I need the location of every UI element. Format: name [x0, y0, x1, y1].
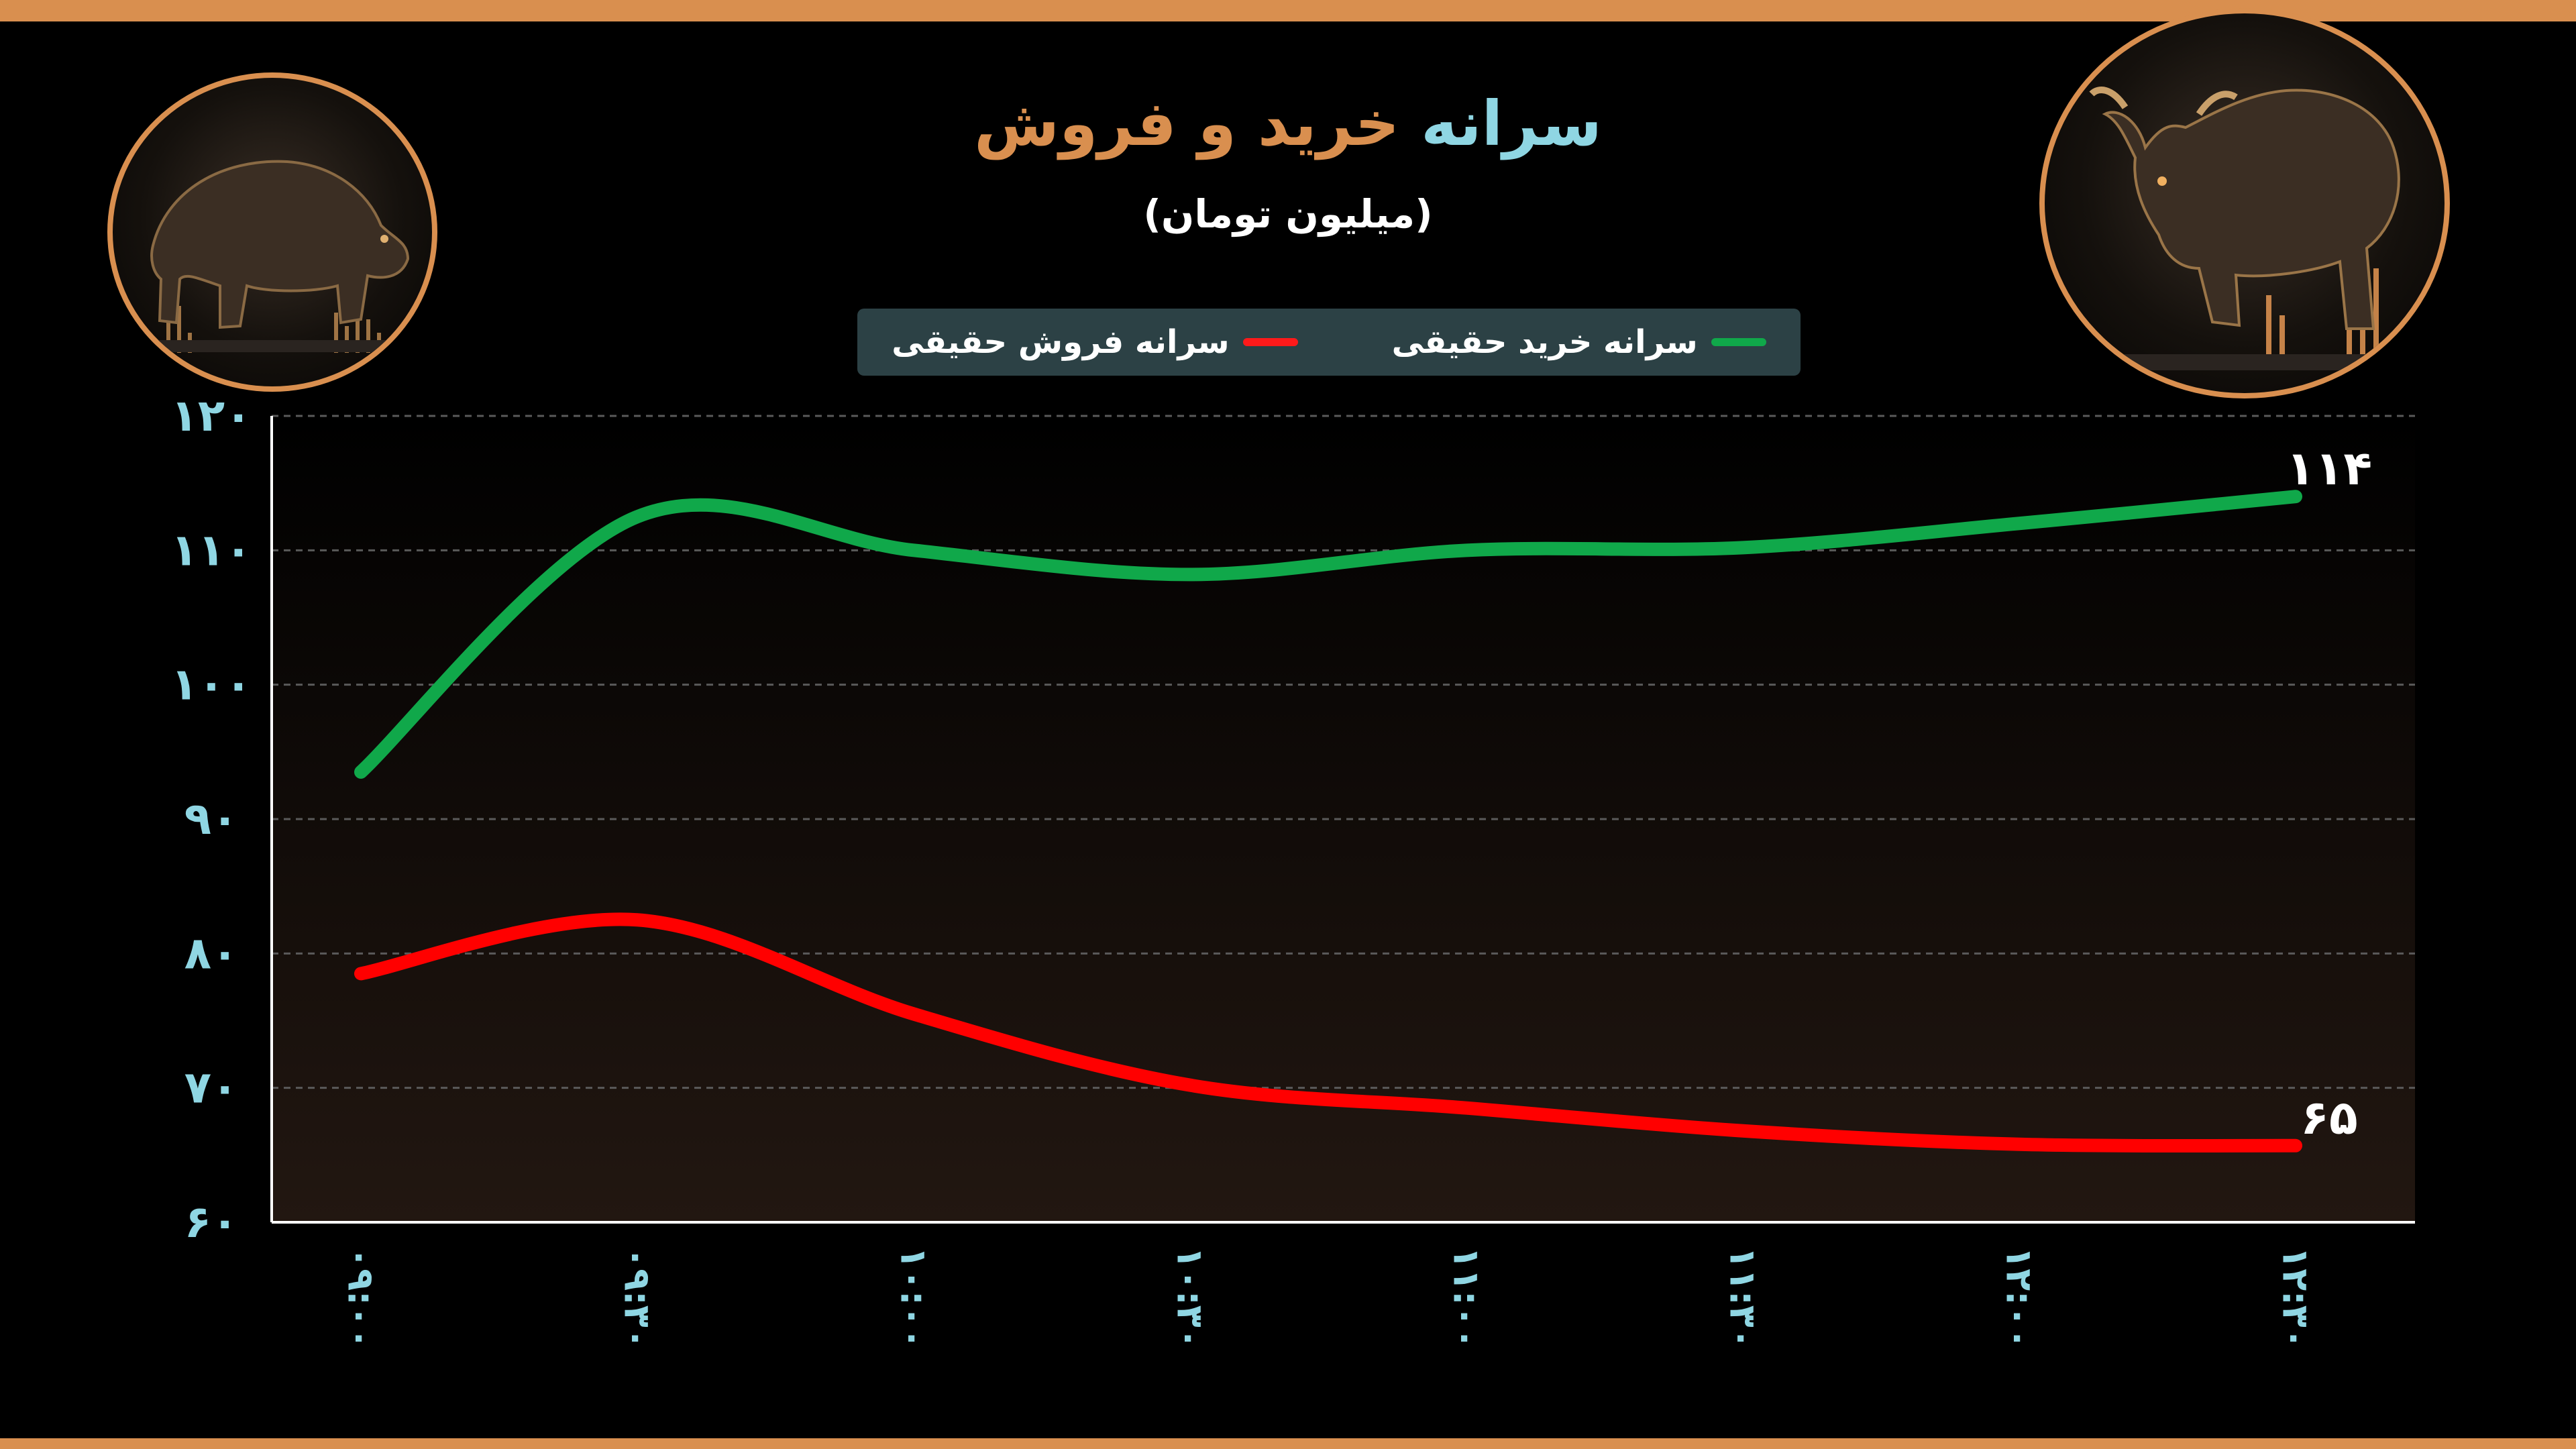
y-tick-label: ۱۲۰	[171, 390, 252, 441]
bear-icon	[150, 160, 410, 353]
chart-title: سرانه خرید و فروش	[0, 87, 2576, 161]
chart-legend: سرانه خرید حقیقی سرانه فروش حقیقی	[857, 309, 1801, 376]
y-tick-label: ۱۰۰	[171, 659, 252, 710]
series-lines	[354, 490, 2302, 1153]
x-tick-labels: ۰۹:۰۰ ۰۹:۳۰ ۱۰:۰۰ ۱۰:۳۰ ۱۱:۰۰ ۱۱:۳۰ ۱۲:۰۰ ۱۲:۳۰	[340, 1246, 2317, 1349]
end-labels: ۱۱۴ ۶۵	[2286, 441, 2372, 1145]
x-tick-label: ۱۰:۳۰	[1169, 1246, 1212, 1349]
legend-label-sell: سرانه فروش حقیقی	[892, 323, 1230, 361]
y-tick-label: ۹۰	[184, 793, 239, 845]
plot-area	[272, 416, 2415, 1222]
x-tick-label: ۱۲:۳۰	[2275, 1246, 2317, 1349]
x-tick-label: ۱۱:۳۰	[1722, 1246, 1764, 1349]
legend-label-buy: سرانه خرید حقیقی	[1391, 323, 1698, 361]
legend-item-buy: سرانه خرید حقیقی	[1392, 323, 1766, 361]
y-tick-label: ۶۰	[184, 1196, 239, 1248]
y-tick-label: ۷۰	[184, 1062, 239, 1114]
legend-item-sell: سرانه فروش حقیقی	[892, 323, 1298, 361]
x-tick-label: ۰۹:۰۰	[340, 1246, 382, 1349]
legend-swatch-buy	[1711, 338, 1766, 346]
y-tick-label: ۸۰	[184, 927, 239, 979]
bottom-accent-band	[0, 1438, 2576, 1449]
title-part-2: خرید و فروش	[974, 88, 1400, 160]
bear-image	[107, 72, 437, 392]
x-tick-label: ۰۹:۳۰	[616, 1246, 659, 1349]
x-tick-label: ۱۲:۰۰	[1998, 1246, 2041, 1349]
end-label-buy: ۱۱۴	[2286, 441, 2372, 496]
series-line-buy	[354, 490, 2302, 779]
end-label-sell: ۶۵	[2300, 1090, 2357, 1145]
chart-subtitle: (میلیون تومان)	[1143, 191, 1433, 237]
x-tick-label: ۱۰:۰۰	[893, 1246, 935, 1349]
title-part-1: سرانه	[1421, 88, 1602, 160]
axes	[270, 416, 2415, 1224]
series-line-sell	[354, 912, 2302, 1153]
legend-swatch-sell	[1242, 338, 1298, 346]
top-accent-band	[0, 0, 2576, 21]
y-tick-label: ۱۱۰	[171, 524, 252, 576]
x-tick-label: ۱۱:۰۰	[1446, 1246, 1488, 1349]
y-tick-labels: ۶۰ ۷۰ ۸۰ ۹۰ ۱۰۰ ۱۱۰ ۱۲۰	[171, 390, 252, 1248]
